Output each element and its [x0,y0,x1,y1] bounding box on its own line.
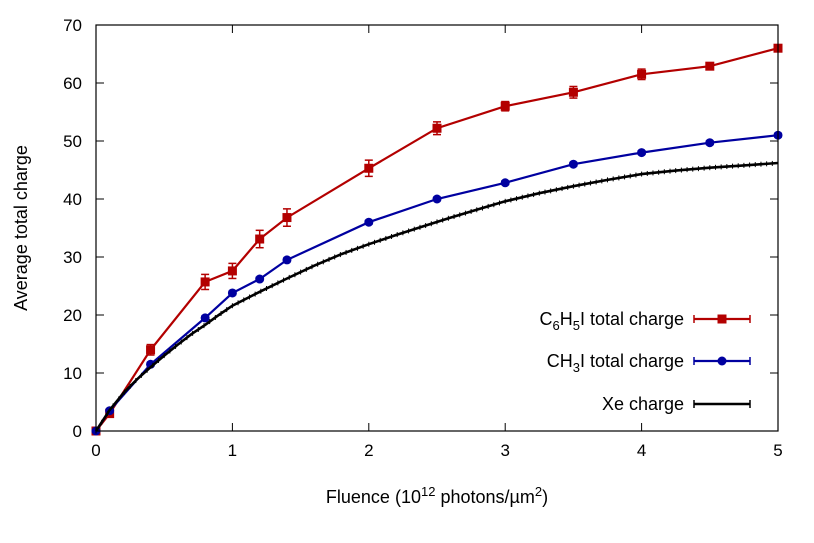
data-point [200,277,210,287]
series-2 [94,160,779,434]
data-point [227,266,237,276]
data-point [568,159,578,169]
x-tick-label: 4 [637,441,646,460]
legend-entry-1: CH3I total charge [547,351,751,375]
x-axis-label-mid: photons/µm [435,487,534,507]
series-line [95,134,779,432]
legend-label: Xe charge [602,394,684,414]
series-1 [91,130,783,436]
legend-marker [717,314,727,324]
legend-label-part: 6 [552,318,559,333]
y-tick-label: 50 [63,132,82,151]
y-tick-label: 40 [63,190,82,209]
series-0 [91,43,783,436]
x-tick-label: 0 [91,441,100,460]
data-point [432,123,442,133]
legend-marker [717,356,727,366]
legend-label-part: 3 [573,360,580,375]
y-tick-label: 70 [63,16,82,35]
data-point [364,217,374,227]
legend-entry-2: Xe charge [602,394,751,414]
y-tick-label: 60 [63,74,82,93]
legend-label-part: CH [547,351,573,371]
x-axis-label-sup1: 12 [421,484,435,499]
data-point [282,213,292,223]
data-point [500,178,510,188]
legend-label-part: H [560,309,573,329]
data-point [227,288,237,298]
x-axis-label-post: ) [542,487,548,507]
data-point [364,163,374,173]
x-tick-label: 1 [228,441,237,460]
legend-label-part: 5 [573,318,580,333]
data-point [637,69,647,79]
x-axis-label: Fluence (1012 photons/µm2) [326,484,548,507]
legend-entry-0: C6H5I total charge [539,309,751,333]
data-point [255,234,265,244]
legend-label-part: Xe charge [602,394,684,414]
x-tick-label: 2 [364,441,373,460]
x-tick-label: 5 [773,441,782,460]
series-layer [91,43,783,436]
x-tick-label: 3 [500,441,509,460]
data-point [705,138,715,148]
series-line [95,47,779,432]
data-point [200,313,210,323]
x-axis-label-pre: Fluence (10 [326,487,421,507]
data-point [705,61,715,71]
y-tick-label: 30 [63,248,82,267]
y-axis-label: Average total charge [11,145,31,311]
x-axis-label-sup2: 2 [535,484,542,499]
legend-label-part: I total charge [580,309,684,329]
data-point [637,148,647,158]
legend-label: CH3I total charge [547,351,684,375]
legend-label: C6H5I total charge [539,309,684,333]
data-point [282,255,292,265]
legend-label-part: C [539,309,552,329]
y-tick-label: 0 [73,422,82,441]
data-point [255,274,265,284]
plot-frame [95,24,779,432]
data-point [500,101,510,111]
data-point [432,194,442,204]
data-point [568,87,578,97]
y-tick-label: 20 [63,306,82,325]
data-point [146,345,156,355]
y-tick-label: 10 [63,364,82,383]
legend-label-part: I total charge [580,351,684,371]
